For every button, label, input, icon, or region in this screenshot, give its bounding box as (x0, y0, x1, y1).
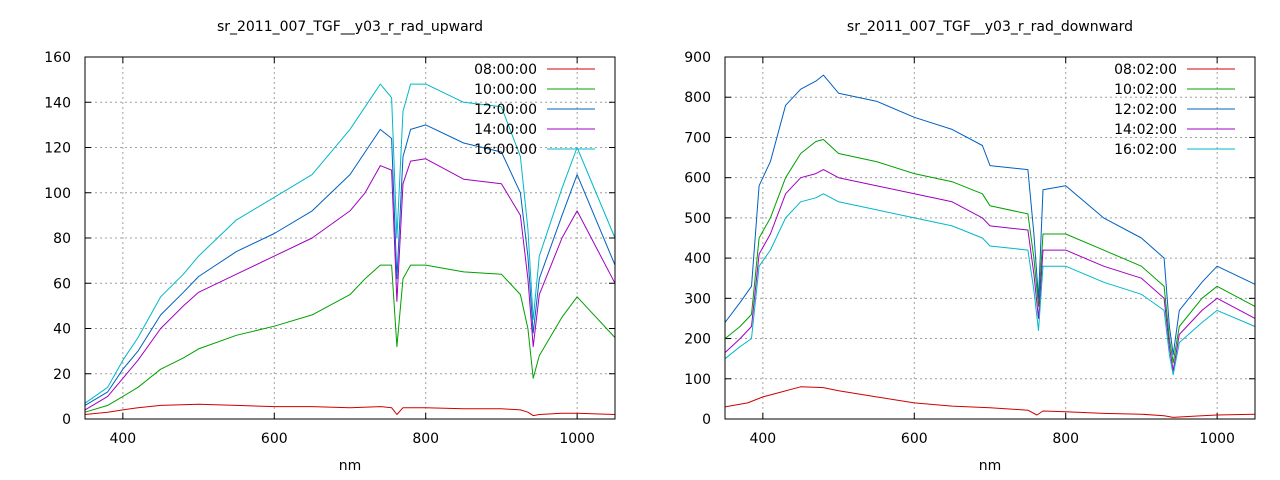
x-axis-label: nm (979, 458, 1002, 474)
plot-frame (724, 56, 1256, 420)
legend-label: 14:00:00 (474, 122, 537, 138)
legend-label: 14:02:00 (1114, 122, 1177, 138)
y-tick-label: 600 (684, 171, 711, 187)
x-tick-label: 1000 (559, 431, 595, 447)
series-line-100200 (724, 139, 1256, 364)
y-tick-label: 900 (684, 50, 711, 66)
x-tick-label: 400 (109, 431, 136, 447)
y-tick-label: 700 (684, 130, 711, 146)
x-tick-label: 600 (901, 431, 928, 447)
y-tick-label: 100 (44, 186, 71, 202)
series-line-080000 (84, 403, 616, 417)
x-tick-label: 800 (412, 431, 439, 447)
legend-label: 08:00:00 (474, 62, 537, 78)
y-tick-label: 0 (702, 412, 711, 428)
legend-label: 10:02:00 (1114, 82, 1177, 98)
series-line-160000 (84, 83, 616, 404)
legend-label: 16:02:00 (1114, 142, 1177, 158)
x-tick-label: 600 (261, 431, 288, 447)
plot-frame (84, 56, 616, 420)
y-tick-label: 60 (53, 276, 71, 292)
series-line-140000 (84, 158, 616, 411)
legend-label: 10:00:00 (474, 82, 537, 98)
y-tick-label: 0 (62, 412, 71, 428)
y-tick-label: 800 (684, 90, 711, 106)
legend-label: 12:02:00 (1114, 102, 1177, 118)
y-tick-label: 500 (684, 211, 711, 227)
y-tick-label: 160 (44, 50, 71, 66)
series-line-120200 (724, 74, 1256, 356)
y-tick-label: 20 (53, 367, 71, 383)
y-tick-label: 200 (684, 332, 711, 348)
y-tick-label: 120 (44, 141, 71, 157)
series-line-160200 (724, 193, 1256, 376)
legend-label: 12:00:00 (474, 102, 537, 118)
series-line-120000 (84, 124, 616, 406)
x-tick-label: 400 (749, 431, 776, 447)
y-tick-label: 40 (53, 322, 71, 338)
y-tick-label: 400 (684, 251, 711, 267)
downward-chart: sr_2011_007_TGF__y03_r_rad_downward 0 100 2… (684, 19, 1256, 474)
y-tick-label: 140 (44, 95, 71, 111)
chart-title: sr_2011_007_TGF__y03_r_rad_upward (217, 19, 483, 35)
legend-label: 08:02:00 (1114, 62, 1177, 78)
series-line-080200 (724, 386, 1256, 418)
y-tick-label: 80 (53, 231, 71, 247)
series-line-100000 (84, 264, 616, 413)
x-axis-label: nm (339, 458, 362, 474)
y-tick-label: 100 (684, 372, 711, 388)
y-tick-label: 300 (684, 291, 711, 307)
x-tick-label: 1000 (1199, 431, 1235, 447)
x-tick-label: 800 (1052, 431, 1079, 447)
upward-chart: sr_2011_007_TGF__y03_r_rad_upward 0 20 40 60… (44, 19, 616, 474)
series-line-140200 (724, 169, 1256, 372)
legend-label: 16:00:00 (474, 142, 537, 158)
chart-title: sr_2011_007_TGF__y03_r_rad_downward (847, 19, 1133, 35)
